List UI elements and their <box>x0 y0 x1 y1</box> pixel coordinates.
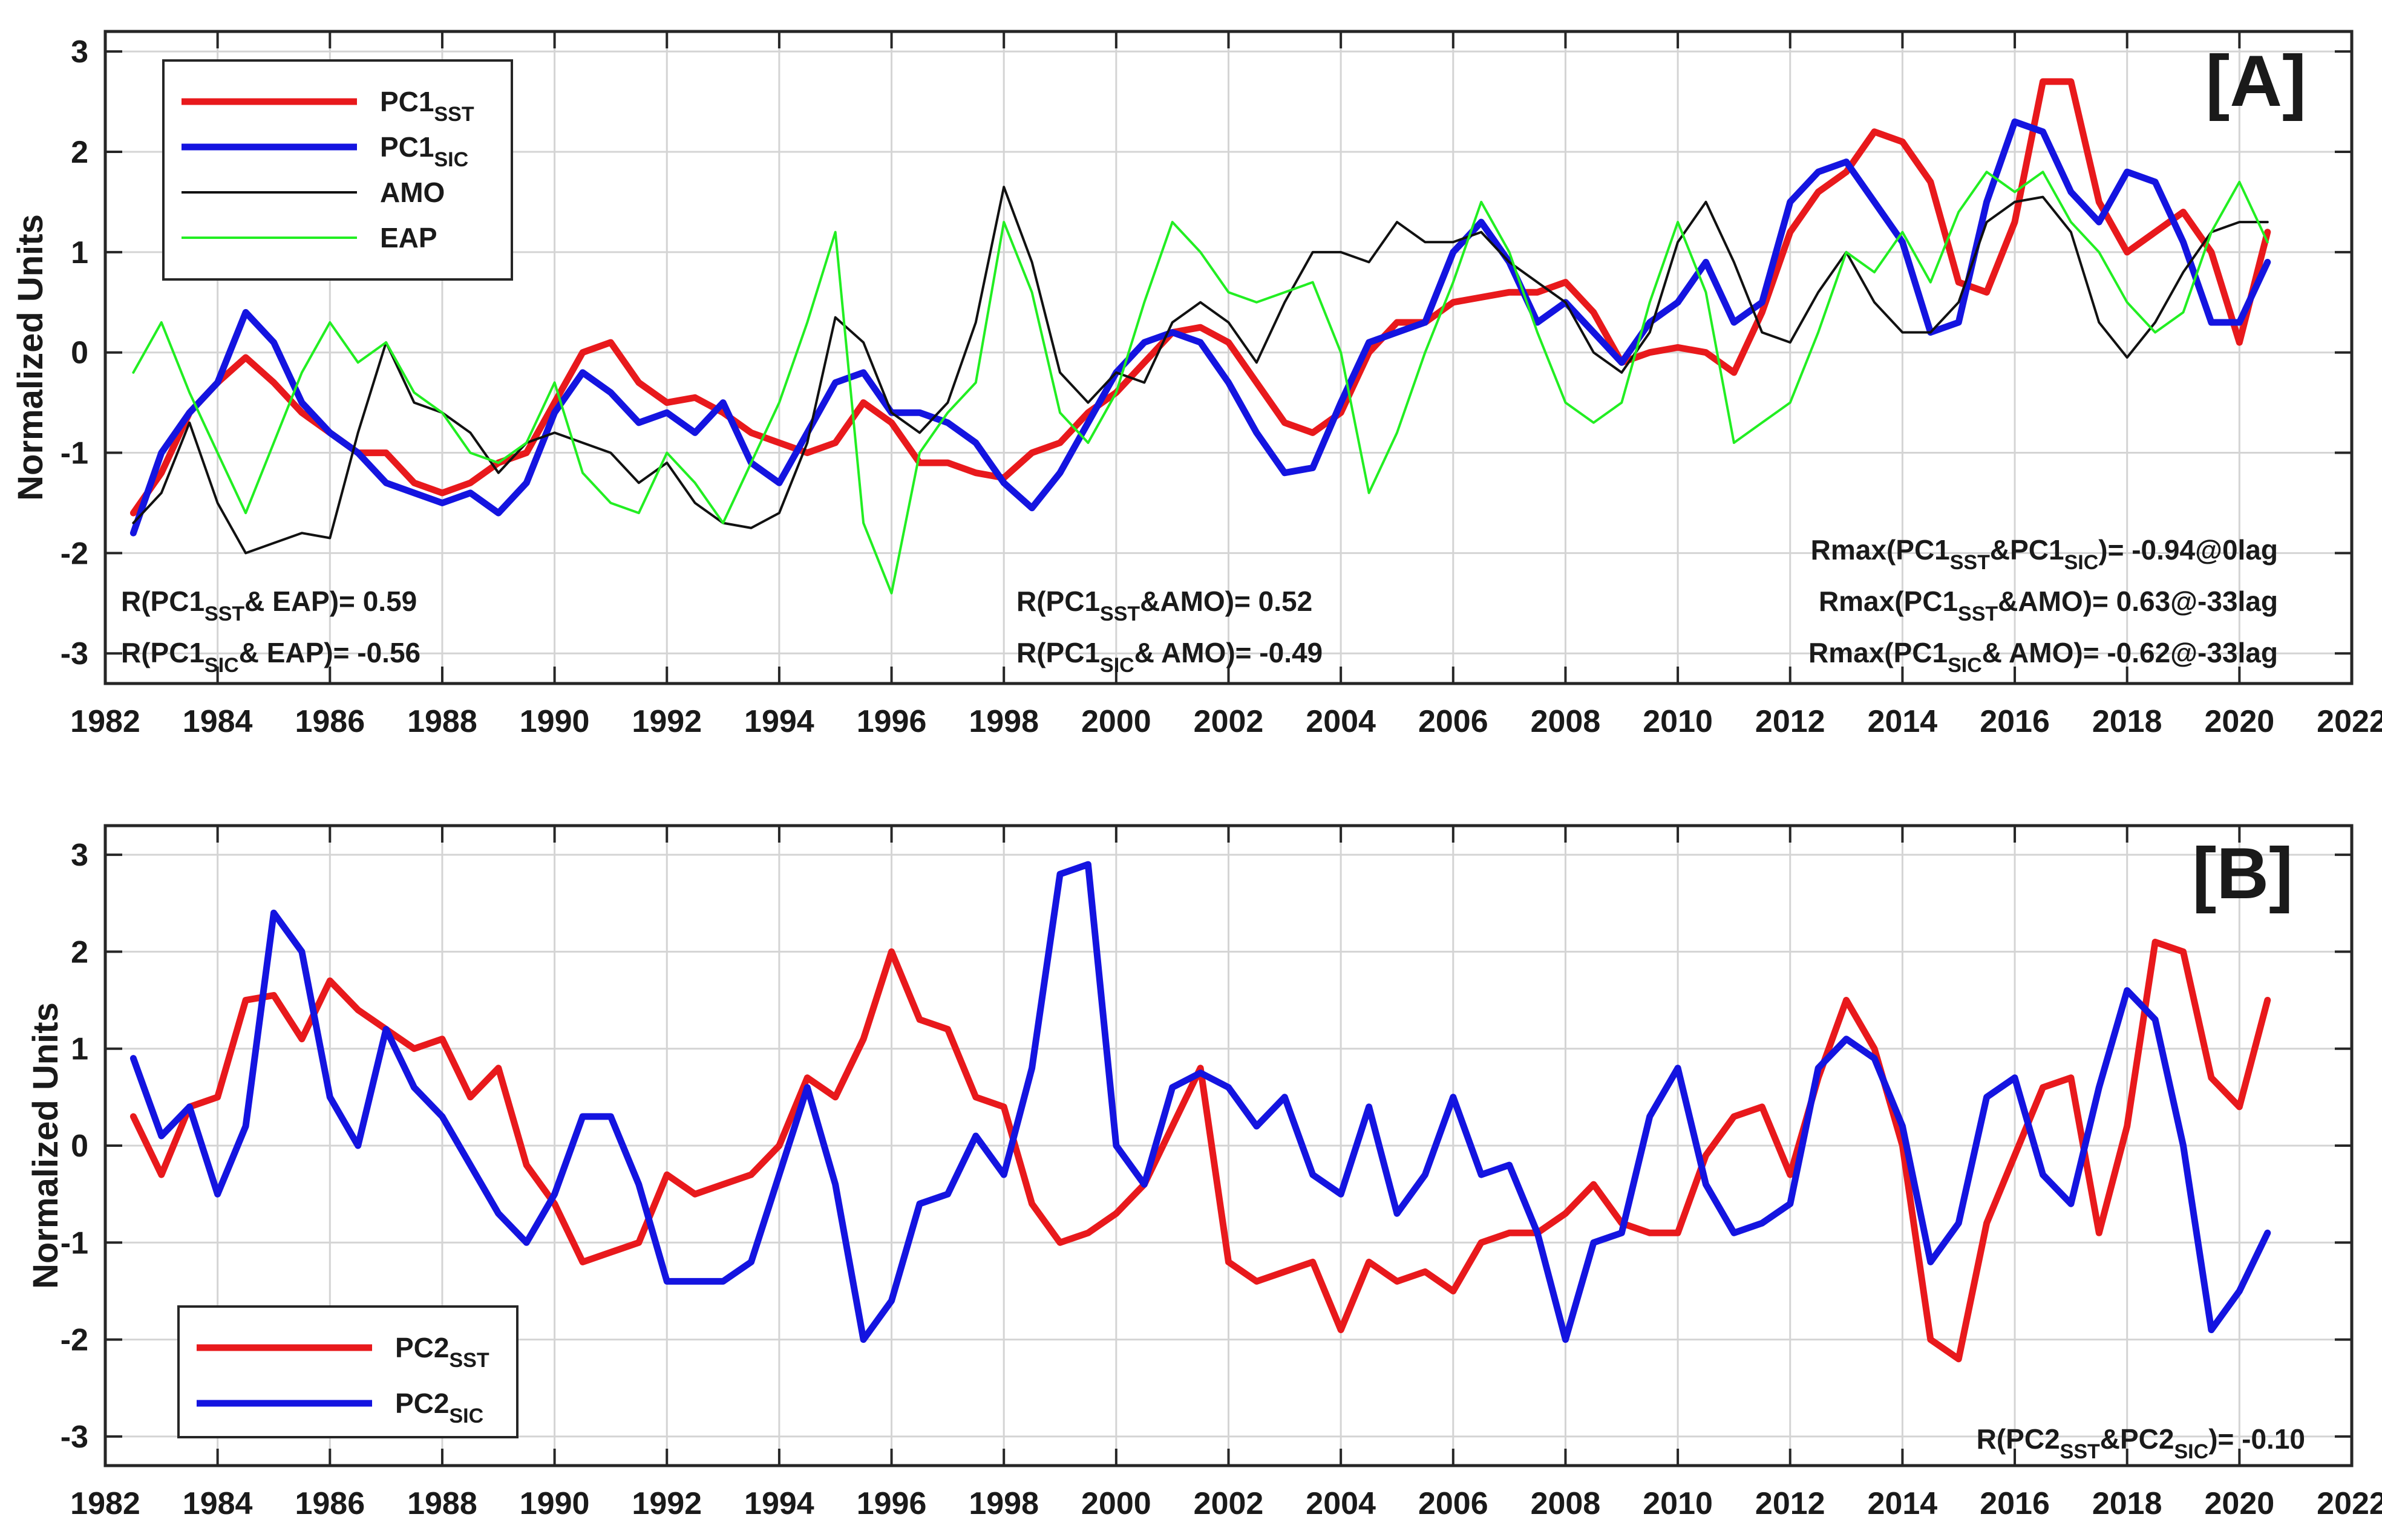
x-tick-label: 1996 <box>857 704 927 739</box>
x-tick-label: 2002 <box>1194 1486 1264 1521</box>
x-tick-label: 2012 <box>1755 1486 1825 1521</box>
legend-box <box>177 1305 519 1438</box>
correlation-annotation: Rmax(PC1SST&PC1SIC)= -0.94@0lag <box>1811 534 2278 574</box>
x-tick-label: 2022 <box>2317 1486 2382 1521</box>
y-tick-label: 0 <box>71 336 88 371</box>
x-tick-label: 2016 <box>1980 1486 2050 1521</box>
y-axis-label: Normalized Units <box>26 1002 65 1289</box>
x-tick-label: 1986 <box>295 1486 365 1521</box>
x-tick-label: 2006 <box>1418 1486 1488 1521</box>
x-tick-label: 1990 <box>520 704 590 739</box>
x-tick-label: 2004 <box>1306 704 1376 739</box>
y-tick-label: 0 <box>71 1129 88 1164</box>
x-tick-label: 2018 <box>2092 1486 2162 1521</box>
x-tick-label: 1982 <box>70 704 140 739</box>
y-tick-label: 1 <box>71 235 88 270</box>
x-tick-label: 1988 <box>407 704 477 739</box>
x-tick-label: 2010 <box>1643 704 1713 739</box>
x-tick-label: 1994 <box>744 704 814 739</box>
correlation-annotation: Rmax(PC1SST&AMO)= 0.63@-33lag <box>1819 586 2278 625</box>
series-line-pc2-sic <box>129 861 2271 1343</box>
y-tick-label: -1 <box>61 436 88 471</box>
x-tick-label: 2016 <box>1980 704 2050 739</box>
legend-box <box>162 59 513 281</box>
legend-label: EAP <box>380 222 437 253</box>
y-tick-label: -3 <box>61 636 88 671</box>
x-tick-label: 1996 <box>857 1486 927 1521</box>
series-line-pc1-sst <box>129 78 2271 517</box>
x-tick-label: 1994 <box>744 1486 814 1521</box>
legend-label: PC2SIC <box>395 1388 483 1427</box>
x-tick-label: 1988 <box>407 1486 477 1521</box>
y-tick-label: 3 <box>71 34 88 70</box>
panel-tag: [A] <box>2205 41 2306 122</box>
x-tick-label: 2014 <box>1868 1486 1938 1521</box>
x-tick-label: 2000 <box>1081 1486 1151 1521</box>
legend-label: PC2SST <box>395 1332 489 1372</box>
y-tick-label: 1 <box>71 1032 88 1067</box>
x-tick-label: 1982 <box>70 1486 140 1521</box>
x-tick-label: 2020 <box>2205 704 2275 739</box>
y-tick-label: -2 <box>61 1323 88 1358</box>
x-tick-label: 2010 <box>1643 1486 1713 1521</box>
y-tick-label: 2 <box>71 135 88 170</box>
x-tick-label: 2008 <box>1531 704 1601 739</box>
y-tick-label: 3 <box>71 838 88 873</box>
x-tick-label: 2018 <box>2092 704 2162 739</box>
x-tick-label: 2006 <box>1418 704 1488 739</box>
panel-b: 1982 1984 1986 1988 1990 1992 1994 1996 1998 2000… <box>26 824 2382 1521</box>
x-tick-label: 2008 <box>1531 1486 1601 1521</box>
series-group <box>129 861 2271 1363</box>
y-tick-label: -1 <box>61 1225 88 1261</box>
y-tick-label: 2 <box>71 935 88 970</box>
correlation-annotation: R(PC1SST&AMO)= 0.52 <box>1016 586 1312 625</box>
x-tick-label: 1992 <box>632 1486 702 1521</box>
y-tick-label: -2 <box>61 536 88 571</box>
x-tick-label: 1998 <box>969 1486 1039 1521</box>
correlation-annotation: R(PC1SIC& AMO)= -0.49 <box>1016 637 1323 677</box>
legend: PC2SST PC2SIC <box>177 1305 519 1438</box>
series-group <box>129 78 2271 595</box>
x-tick-label: 2012 <box>1755 704 1825 739</box>
x-tick-label: 1990 <box>520 1486 590 1521</box>
annotations: R(PC2SST&PC2SIC)= -0.10 <box>1977 1423 2305 1463</box>
legend-label: PC1SST <box>380 86 474 126</box>
annotations: R(PC1SST& EAP)= 0.59 R(PC1SIC& EAP)= -0.5… <box>121 534 2278 677</box>
correlation-annotation: R(PC1SST& EAP)= 0.59 <box>121 586 417 625</box>
series-line-pc2-sst <box>129 938 2271 1363</box>
correlation-annotation: R(PC1SIC& EAP)= -0.56 <box>121 637 420 677</box>
panel-tag: [B] <box>2192 833 2293 914</box>
x-tick-label: 1986 <box>295 704 365 739</box>
correlation-annotation: R(PC2SST&PC2SIC)= -0.10 <box>1977 1423 2305 1463</box>
y-tick-label: -3 <box>61 1420 88 1455</box>
legend-label: AMO <box>380 177 445 208</box>
x-tick-label: 2020 <box>2205 1486 2275 1521</box>
legend: PC1SST PC1SIC AMO EAP <box>162 59 513 281</box>
correlation-annotation: Rmax(PC1SIC& AMO)= -0.62@-33lag <box>1808 637 2278 677</box>
x-tick-label: 1992 <box>632 704 702 739</box>
y-axis-label: Normalized Units <box>11 214 50 501</box>
x-tick-label: 2022 <box>2317 704 2382 739</box>
panel-a: 1982 1984 1986 1988 1990 1992 1994 1996 1998 2000… <box>11 30 2382 739</box>
x-tick-label: 2000 <box>1081 704 1151 739</box>
x-tick-label: 2014 <box>1868 704 1938 739</box>
x-tick-label: 2002 <box>1194 704 1264 739</box>
x-tick-label: 1984 <box>183 704 253 739</box>
legend-label: PC1SIC <box>380 131 468 171</box>
x-tick-label: 1984 <box>183 1486 253 1521</box>
x-tick-label: 2004 <box>1306 1486 1376 1521</box>
x-tick-label: 1998 <box>969 704 1039 739</box>
series-line-eap <box>132 171 2269 595</box>
series-line-pc1-sic <box>129 118 2271 537</box>
